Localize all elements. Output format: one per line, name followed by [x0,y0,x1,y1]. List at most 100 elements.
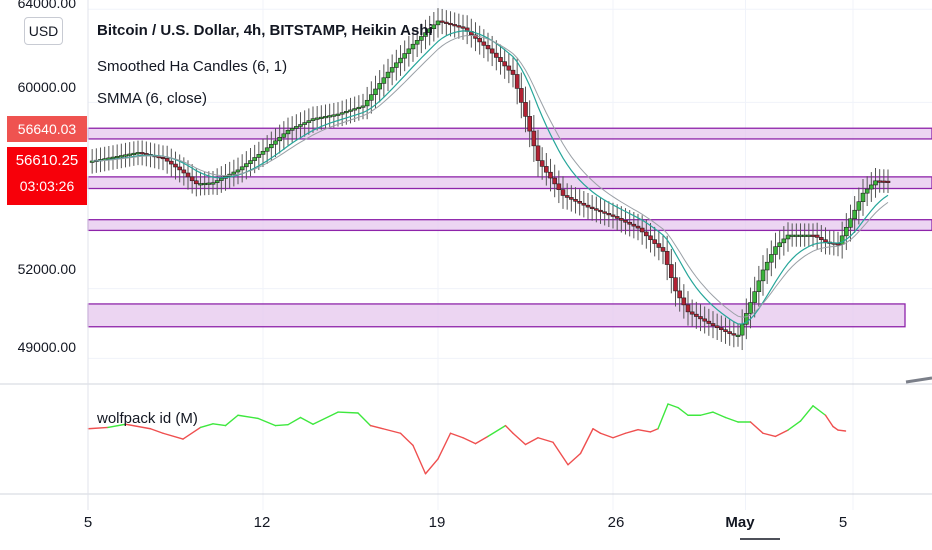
candle-up [127,153,132,156]
candle-up [789,234,795,237]
candle-down [552,177,557,185]
candle-up [327,115,332,118]
candle-up [414,40,420,45]
candle-up [260,150,266,155]
candle-up [294,126,299,129]
candle-down [519,88,524,103]
candle-up [114,156,120,159]
candle-up [385,71,391,79]
oscillator-segment [524,437,539,446]
candle-up [744,313,749,325]
candle-down [564,195,570,198]
candle-up [123,154,128,157]
candle-down [489,48,495,54]
candle-up [756,280,762,292]
oscillator-segment [487,424,507,438]
candle-down [589,206,595,209]
y-tick-label: 52000.00 [17,261,76,277]
oscillator-segment [369,424,384,430]
oscillator-segment [579,428,594,455]
candle-up [398,57,403,64]
candle-up [427,28,432,33]
candle-down [477,38,482,43]
x-tick-label: 12 [253,514,271,531]
candle-up [785,234,791,240]
chart-title[interactable]: Bitcoin / U.S. Dollar, 4h, BITSTAMP, Hei… [97,22,433,39]
candle-down [877,180,882,183]
candle-down [498,57,503,62]
trend-line-stub [905,376,932,384]
oscillator-segment [812,405,827,416]
y-tick-label: 64000.00 [17,0,76,11]
oscillator-segment [592,428,602,434]
indicator-smma[interactable]: SMMA (6, close) [97,90,208,107]
candle-down [502,61,507,67]
candle-down [727,331,732,334]
countdown-timer: 03:03:26 [19,178,75,194]
candle-down [644,231,649,237]
candle-up [285,130,291,135]
y-tick-label: 49000.00 [17,339,76,355]
currency-button[interactable]: USD [24,17,63,45]
candle-down [523,102,528,117]
candle-down [627,221,632,225]
oscillator-segment [212,423,227,427]
candle-down [719,327,724,330]
candle-up [752,291,757,303]
oscillator-segment [787,420,802,431]
oscillator-segment [824,414,834,428]
candle-down [181,169,187,174]
candle-up [119,155,124,158]
candle-up [323,116,328,119]
oscillator-label[interactable]: wolfpack id (M) [97,410,198,427]
candle-down [177,166,182,171]
candle-down [610,214,616,217]
candle-down [539,160,545,167]
candle-up [302,122,307,125]
oscillator-segment [107,423,127,429]
candle-up [273,140,278,145]
candle-down [731,333,737,336]
candle-down [614,216,620,219]
indicator-smoothed-ha[interactable]: Smoothed Ha Candles (6, 1) [97,58,288,75]
candle-up [852,209,857,220]
candle-down [623,220,628,223]
candle-down [173,163,178,168]
candle-up [839,235,845,245]
candle-up [306,120,312,123]
candle-down [548,171,553,179]
oscillator-segment [412,444,427,475]
zone-rect [87,303,906,328]
oscillator-segment [437,432,452,460]
candle-up [369,94,374,101]
oscillator-segment [657,403,669,430]
candle-down [714,325,720,329]
candle-down [185,172,191,178]
candle-down [585,204,591,208]
oscillator-segment [599,432,614,439]
oscillator-segment [712,411,727,419]
smma-lines [92,30,889,325]
candle-down [681,297,687,306]
oscillator-segment [382,428,402,434]
candle-down [527,116,532,132]
candle-up [381,77,387,84]
candle-up [410,43,416,50]
candle-down [594,208,599,211]
candle-down [694,313,699,317]
candle-up [848,218,853,228]
candle-up [781,238,787,244]
oscillator-segment [799,405,814,422]
x-tick-label: May [725,514,755,531]
oscillator-segment [774,429,789,438]
candle-down [560,189,566,196]
candle-down [573,199,578,202]
candle-up [214,180,220,183]
candle-up [248,160,253,164]
candle-up [131,152,137,156]
candle-up [769,254,774,263]
candle-up [389,67,395,73]
oscillator-segment [567,452,582,466]
